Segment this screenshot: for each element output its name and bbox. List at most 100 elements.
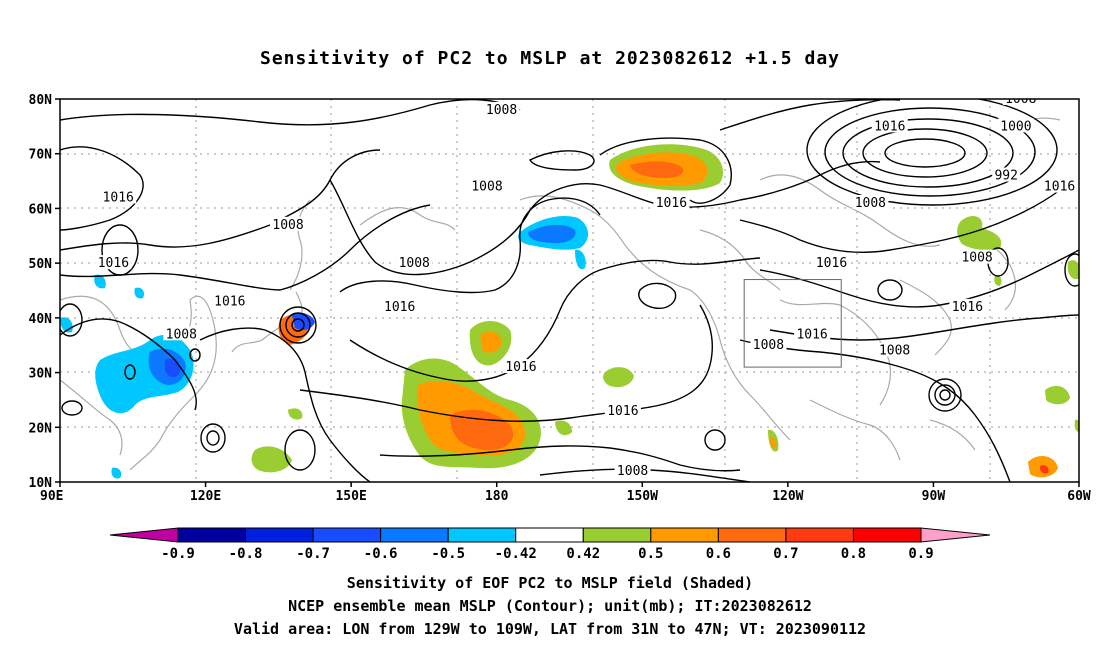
contour-label: 1008 xyxy=(399,256,430,271)
contour-label-bg xyxy=(614,463,651,478)
contour-labels: 1008 1016 1008 1016 1016 1008 1008 1016 1008 1016… xyxy=(95,92,1078,479)
lon-label: 120E xyxy=(190,489,221,504)
contour-label: 1016 xyxy=(656,196,687,211)
colorbar-tick-label: 0.42 xyxy=(566,546,600,562)
contour-label: 1008 xyxy=(272,218,303,233)
lat-label: 20N xyxy=(29,421,53,436)
colorbar-segment xyxy=(380,527,449,543)
lat-label: 50N xyxy=(29,257,53,272)
contour-label-bg xyxy=(794,326,831,341)
caption-line-3: Valid area: LON from 129W to 109W, LAT f… xyxy=(233,620,867,638)
colorbar-tick-label: -0.5 xyxy=(431,546,465,562)
sensitivity-shading xyxy=(60,144,1079,479)
contour-label-bg xyxy=(852,194,889,209)
contour-label: 1008 xyxy=(166,327,197,342)
lat-label: 80N xyxy=(29,93,53,108)
contour-label: 992 xyxy=(994,169,1017,184)
contour-label: 1016 xyxy=(874,119,905,134)
contour-label: 1016 xyxy=(952,300,983,315)
contour-label: 1016 xyxy=(505,360,536,375)
colorbar-segment xyxy=(177,527,247,543)
contour-label: 1008 xyxy=(961,251,992,266)
colorbar-tick-label: 0.5 xyxy=(638,546,663,562)
colorbar-tick-label: 0.9 xyxy=(908,546,933,562)
contour-label: 1016 xyxy=(384,300,415,315)
contour-label: 1008 xyxy=(617,464,648,479)
colorbar-tick-label: -0.8 xyxy=(229,546,263,562)
contour-label-bg xyxy=(502,359,539,374)
caption-line-1: Sensitivity of EOF PC2 to MSLP field (Sh… xyxy=(346,574,754,592)
colorbar-tick-label: 0.6 xyxy=(706,546,731,562)
lon-label: 150E xyxy=(335,489,366,504)
lon-label: 180 xyxy=(485,489,509,504)
lat-label: 30N xyxy=(29,367,53,382)
contour-label: 1000 xyxy=(1000,119,1031,134)
map-frame xyxy=(59,98,1080,483)
colorbar-tick-label: 0.8 xyxy=(841,546,866,562)
colorbar-segment xyxy=(312,527,382,543)
contour-label-bg xyxy=(949,298,986,313)
contour-label-bg xyxy=(211,293,248,308)
contour-label-bg xyxy=(163,326,200,341)
contour-label-bg xyxy=(876,342,913,357)
lat-label: 10N xyxy=(29,476,53,491)
colorbar-segment xyxy=(717,527,787,543)
contour-label-bg xyxy=(100,189,137,204)
page-title: Sensitivity of PC2 to MSLP at 2023082612… xyxy=(259,48,840,69)
contour-label-bg xyxy=(396,255,433,270)
contour-label-bg xyxy=(469,178,506,193)
contour-label-bg xyxy=(653,194,690,209)
colorbar-segment xyxy=(650,527,719,543)
lon-label: 90W xyxy=(922,489,946,504)
colorbar-high-end xyxy=(920,527,991,543)
contour-label: 1016 xyxy=(1044,180,1075,195)
contour-label: 1016 xyxy=(607,404,638,419)
valid-area-box xyxy=(743,279,842,368)
contour-label-bg xyxy=(997,118,1034,133)
lon-label: 60W xyxy=(1067,489,1091,504)
colorbar-segment xyxy=(852,527,922,543)
colorbar-segment xyxy=(785,527,854,543)
lat-label: 40N xyxy=(29,312,53,327)
lon-label: 90E xyxy=(40,489,63,504)
lat-label: 60N xyxy=(29,202,53,217)
contour-label-bg xyxy=(270,216,307,231)
contour-label-bg xyxy=(483,101,520,116)
contour-label: 1008 xyxy=(471,180,502,195)
colorbar-tick-label: -0.9 xyxy=(161,546,195,562)
colorbar-tick-label: 0.7 xyxy=(773,546,798,562)
colorbar-segment xyxy=(245,527,314,543)
contour-label: 1016 xyxy=(816,256,847,271)
contour-label-bg xyxy=(1041,178,1078,193)
colorbar-segment xyxy=(582,527,652,543)
contour-label: 1008 xyxy=(879,344,910,359)
contour-label: 1008 xyxy=(486,103,517,118)
lat-label: 70N xyxy=(29,148,53,163)
colorbar-tick-label: -0.6 xyxy=(364,546,398,562)
contour-label-bg xyxy=(381,298,418,313)
contour-label-bg xyxy=(871,118,908,133)
colorbar-segment xyxy=(515,527,584,543)
contour-label: 1016 xyxy=(98,256,129,271)
contour-label-bg xyxy=(604,402,641,417)
colorbar-tick-label: -0.7 xyxy=(296,546,330,562)
colorbar-tick-label: -0.42 xyxy=(495,546,537,562)
colorbar: -0.9 -0.8 -0.7 -0.6 -0.5 -0.42 0.42 0.5 0.6 0.7 0.… xyxy=(109,527,991,562)
colorbar-low-end xyxy=(109,527,179,543)
contour-label-bg xyxy=(813,255,850,270)
contour-label-bg xyxy=(1002,99,1039,105)
caption-line-2: NCEP ensemble mean MSLP (Contour); unit(… xyxy=(288,597,812,615)
mslp-contours xyxy=(60,99,1079,482)
contour-label-bg xyxy=(95,255,132,270)
contour-label: 1016 xyxy=(214,294,245,309)
contour-label: 1016 xyxy=(796,327,827,342)
contour-label: 1016 xyxy=(103,190,134,205)
coastlines xyxy=(60,117,1061,471)
contour-label-bg xyxy=(959,249,996,264)
colorbar-segment xyxy=(447,527,517,543)
contour-label: 1008 xyxy=(1005,92,1036,107)
contour-label: 1008 xyxy=(753,338,784,353)
contour-label-bg xyxy=(750,337,787,352)
